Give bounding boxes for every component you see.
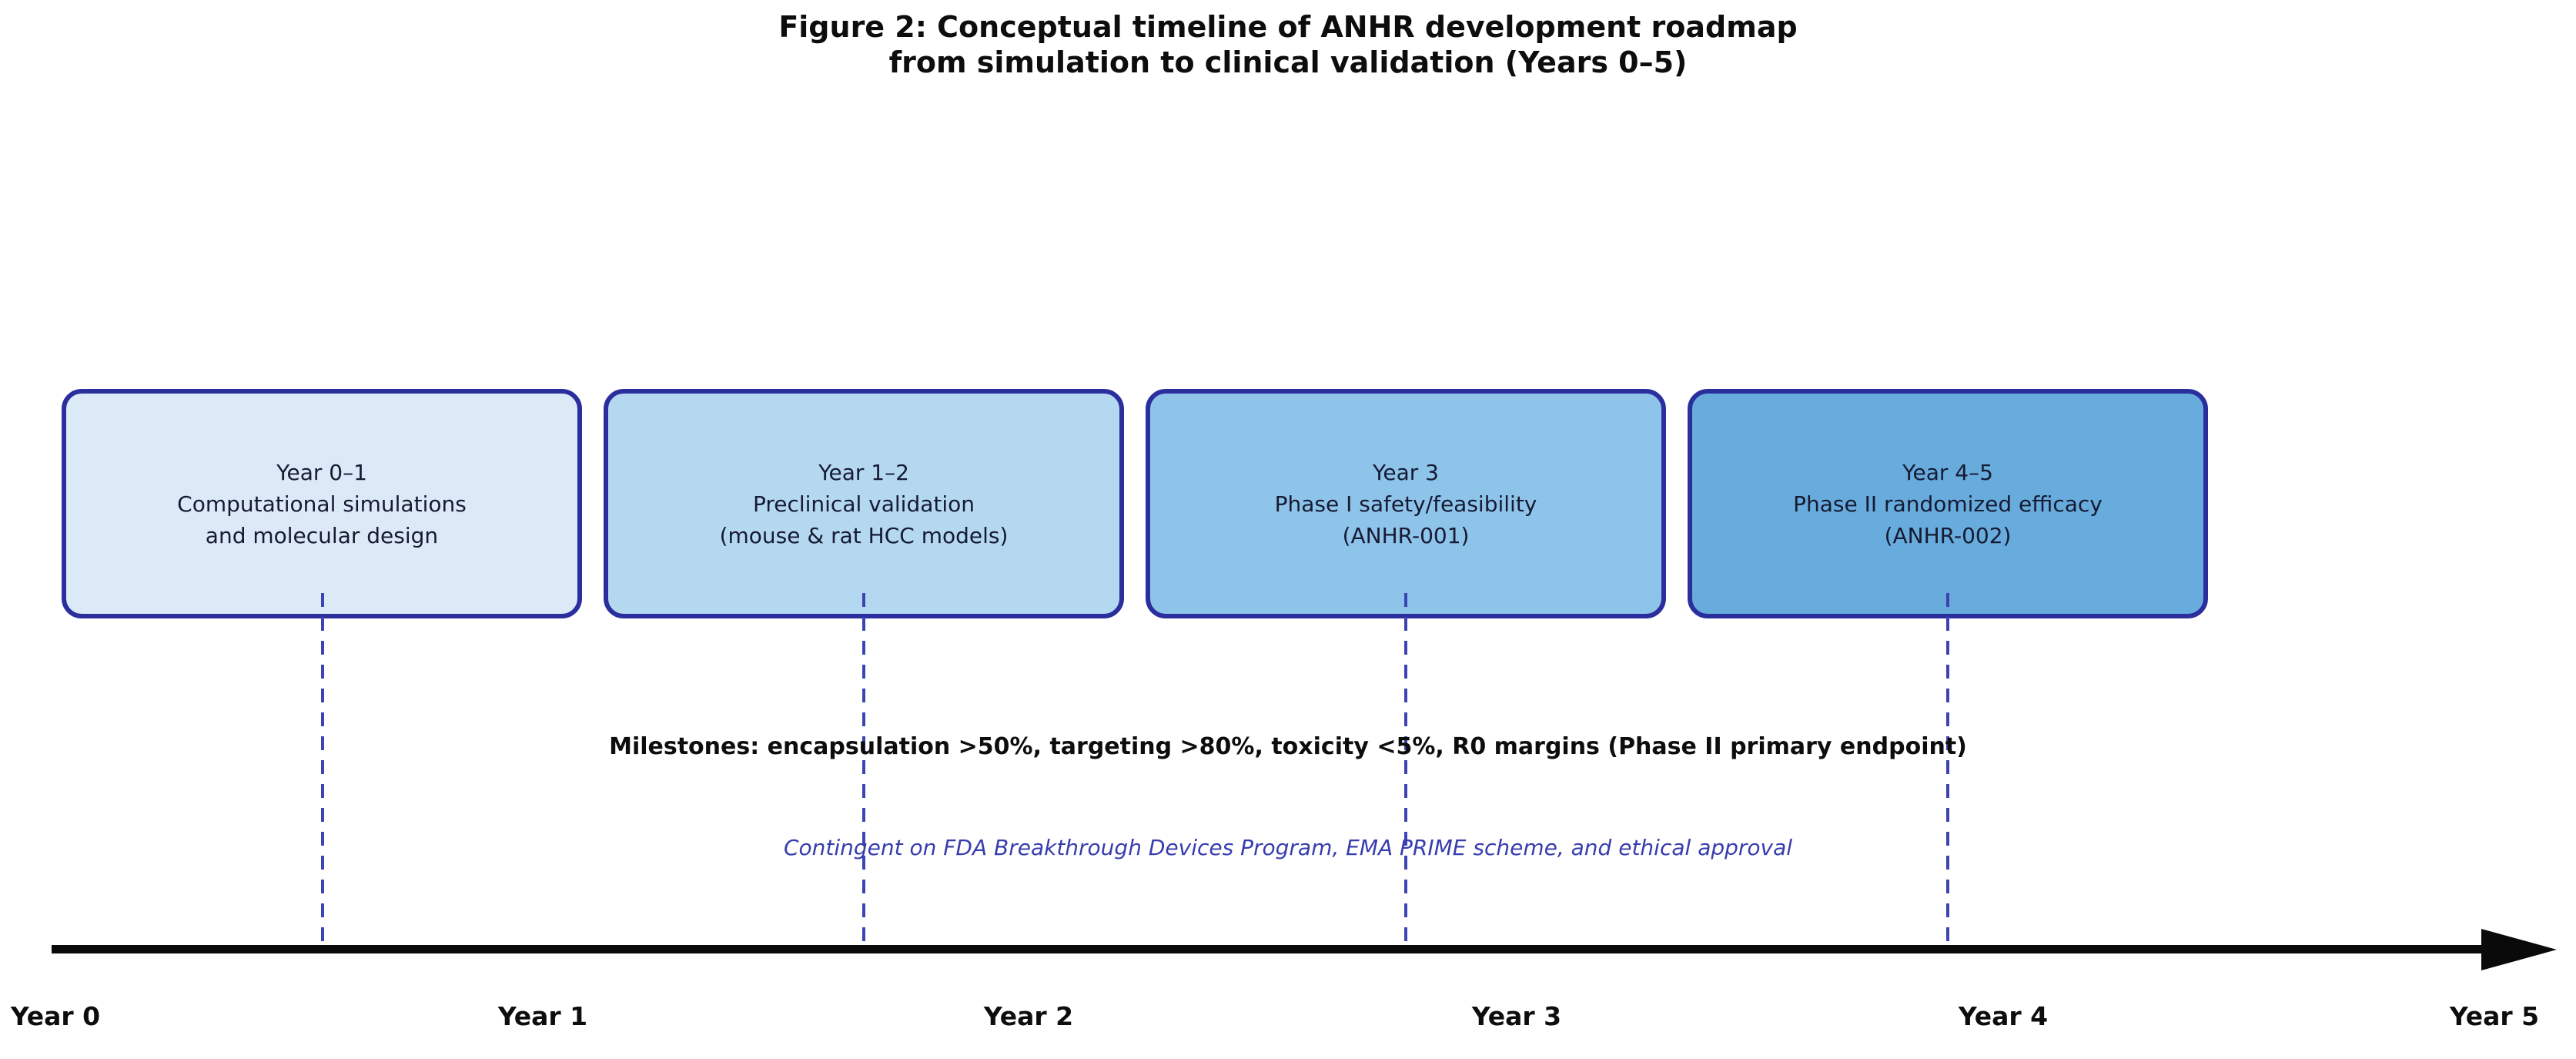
phase-detail: (mouse & rat HCC models): [719, 522, 1009, 548]
dashed-connector-phase-2: [862, 593, 865, 946]
axis-label-year-5: Year 5: [2449, 1001, 2540, 1031]
dashed-connector-phase-1: [321, 593, 324, 946]
phase-detail: (ANHR-002): [1884, 522, 2012, 548]
phase-title: Phase II randomized efficacy: [1793, 491, 2103, 517]
figure-title: Figure 2: Conceptual timeline of ANHR de…: [0, 9, 2576, 80]
phase-title: Computational simulations: [177, 491, 467, 517]
axis-label-year-3: Year 3: [1471, 1001, 1562, 1031]
phase-period: Year 4–5: [1902, 459, 1993, 485]
phase-box-year-0-1: Year 0–1 Computational simulations and m…: [62, 389, 582, 618]
arrowhead-icon: [2481, 929, 2557, 970]
axis-label-year-0: Year 0: [10, 1001, 101, 1031]
phase-period: Year 0–1: [276, 459, 367, 485]
dashed-connector-phase-3: [1404, 593, 1407, 946]
contingency-note: Contingent on FDA Breakthrough Devices P…: [783, 835, 1793, 860]
phase-title: Preclinical validation: [752, 491, 975, 517]
phase-box-text: Year 3 Phase I safety/feasibility (ANHR-…: [1275, 457, 1537, 551]
phase-box-text: Year 1–2 Preclinical validation (mouse &…: [720, 457, 1009, 551]
figure-title-line-2: from simulation to clinical validation (…: [888, 45, 1688, 79]
axis-label-year-2: Year 2: [983, 1001, 1074, 1031]
phase-box-text: Year 0–1 Computational simulations and m…: [177, 457, 467, 551]
phase-period: Year 1–2: [818, 459, 909, 485]
phase-box-year-1-2: Year 1–2 Preclinical validation (mouse &…: [604, 389, 1124, 618]
phase-period: Year 3: [1373, 459, 1439, 485]
milestones-text: Milestones: encapsulation >50%, targetin…: [609, 733, 1967, 760]
phase-title: Phase I safety/feasibility: [1274, 491, 1537, 517]
phase-detail: (ANHR-001): [1342, 522, 1470, 548]
figure-title-line-1: Figure 2: Conceptual timeline of ANHR de…: [778, 10, 1798, 44]
phase-box-year-4-5: Year 4–5 Phase II randomized efficacy (A…: [1688, 389, 2208, 618]
phase-box-year-3: Year 3 Phase I safety/feasibility (ANHR-…: [1146, 389, 1666, 618]
phase-box-text: Year 4–5 Phase II randomized efficacy (A…: [1793, 457, 2103, 551]
dashed-connector-phase-4: [1946, 593, 1949, 946]
phase-detail: and molecular design: [205, 522, 439, 548]
axis-label-year-1: Year 1: [497, 1001, 588, 1031]
axis-label-year-4: Year 4: [1958, 1001, 2049, 1031]
timeline-axis: [52, 945, 2481, 953]
